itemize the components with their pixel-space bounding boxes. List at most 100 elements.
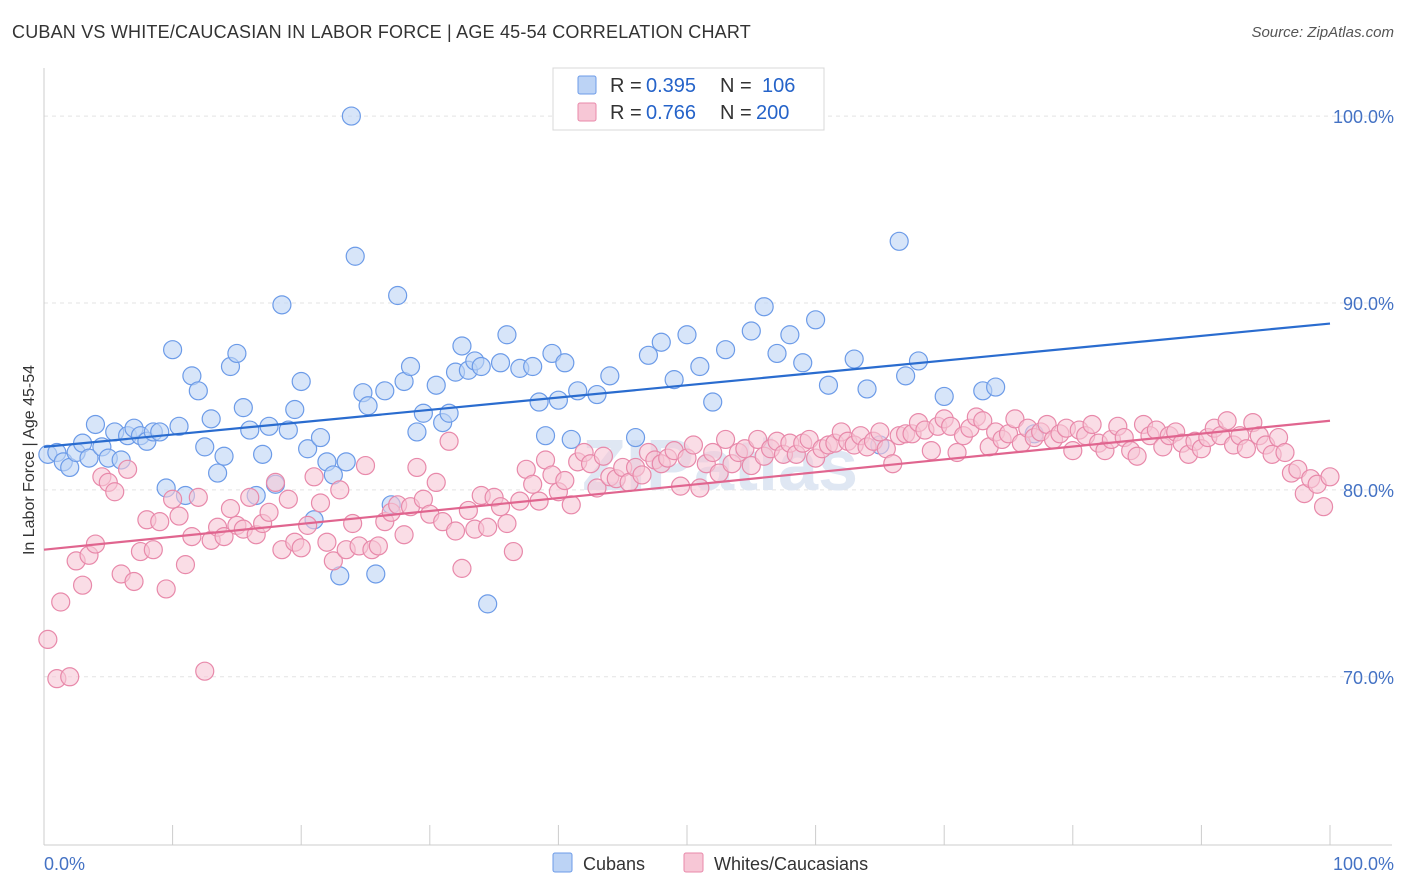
point-1-198 [1313, 497, 1334, 517]
point-0-75 [548, 390, 569, 410]
legend-r-label: R = [610, 102, 642, 124]
point-1-75 [523, 474, 543, 494]
point-1-110 [748, 429, 768, 450]
point-0-104 [986, 377, 1006, 397]
point-0-30 [233, 398, 253, 418]
source-label: Source: ZipAtlas.com [1251, 24, 1394, 41]
x-tick-labels: 0.0% 100.0% [44, 854, 1394, 874]
point-1-16 [143, 540, 163, 560]
point-0-7 [85, 414, 106, 435]
point-1-20 [169, 506, 189, 526]
point-0-50 [358, 396, 378, 416]
point-1-65 [458, 500, 478, 521]
point-0-72 [529, 392, 549, 412]
point-0-37 [278, 420, 298, 440]
point-1-194 [1288, 459, 1308, 479]
point-1-21 [175, 555, 196, 575]
point-0-57 [407, 422, 427, 442]
point-0-96 [844, 349, 864, 369]
point-1-5 [72, 575, 93, 595]
legend-swatch-cubans [577, 75, 597, 95]
legend-r-value: 0.395 [646, 75, 696, 97]
point-1-71 [497, 513, 517, 534]
point-0-47 [341, 106, 361, 126]
point-1-129 [870, 422, 890, 442]
bottom-legend-swatch-cubans [552, 852, 573, 873]
trend-lines [43, 322, 1331, 551]
point-0-25 [201, 409, 221, 429]
point-0-87 [703, 392, 723, 412]
legend-r-label: R = [610, 75, 642, 97]
point-0-92 [780, 325, 800, 345]
point-0-66 [471, 356, 491, 377]
point-1-22 [182, 527, 202, 547]
point-1-140 [941, 416, 961, 436]
point-1-41 [304, 467, 324, 487]
point-1-109 [741, 455, 761, 476]
point-1-43 [317, 532, 337, 552]
point-0-29 [227, 343, 247, 364]
point-0-23 [188, 381, 208, 401]
point-0-51 [366, 564, 386, 584]
point-1-13 [124, 571, 144, 592]
point-0-27 [214, 446, 234, 466]
point-1-31 [240, 487, 260, 507]
point-1-63 [445, 521, 466, 541]
point-0-26 [208, 463, 228, 483]
point-0-31 [240, 420, 260, 440]
point-1-51 [368, 536, 388, 556]
point-0-76 [555, 353, 575, 373]
point-0-74 [542, 343, 562, 364]
point-1-192 [1275, 442, 1295, 463]
point-1-37 [278, 489, 298, 509]
point-1-80 [555, 470, 575, 491]
point-1-86 [593, 446, 614, 466]
point-0-52 [375, 381, 395, 401]
point-1-17 [150, 512, 170, 532]
point-0-100 [896, 366, 916, 386]
point-1-101 [690, 478, 710, 498]
point-0-94 [805, 310, 826, 330]
bottom-legend-label-cubans: Cubans [583, 854, 645, 874]
point-1-23 [188, 487, 208, 507]
point-1-18 [156, 579, 176, 599]
point-1-57 [407, 457, 427, 478]
point-0-17 [150, 422, 170, 442]
point-0-33 [253, 444, 273, 464]
point-0-59 [426, 375, 446, 395]
point-1-183 [1217, 411, 1237, 431]
bottom-legend-label-whites: Whites/Caucasians [714, 854, 868, 874]
point-1-0 [38, 629, 58, 650]
point-1-150 [1005, 409, 1025, 429]
point-0-54 [388, 285, 408, 306]
point-1-137 [921, 441, 941, 461]
point-0-81 [625, 427, 646, 448]
point-1-42 [310, 493, 331, 513]
point-0-97 [857, 379, 877, 399]
point-0-38 [285, 399, 305, 420]
point-1-72 [503, 541, 523, 562]
point-0-67 [478, 594, 498, 614]
legend-n-label: N = [720, 75, 752, 97]
series-whites-points [38, 407, 1340, 689]
point-1-34 [259, 502, 279, 522]
point-0-80 [600, 366, 620, 386]
point-1-55 [394, 525, 414, 545]
bottom-legend: Cubans Whites/Caucasians [552, 852, 868, 874]
point-0-24 [195, 437, 215, 457]
y-tick-label-1: 90.0% [1343, 294, 1394, 314]
point-1-61 [433, 512, 453, 532]
point-1-64 [452, 558, 472, 578]
point-0-42 [310, 427, 331, 448]
point-1-60 [426, 472, 446, 493]
point-1-118 [799, 429, 819, 450]
legend-box [552, 67, 825, 131]
point-1-62 [439, 431, 459, 451]
point-1-85 [587, 478, 607, 498]
point-1-169 [1127, 446, 1147, 466]
legend-n-value: 106 [762, 75, 795, 97]
point-0-73 [535, 426, 556, 446]
point-0-56 [400, 356, 421, 377]
point-1-45 [330, 480, 350, 500]
